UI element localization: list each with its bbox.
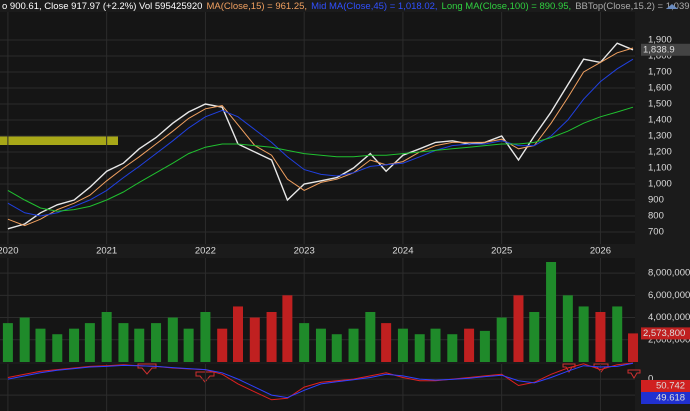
value-tag-label: 49.618 [656,393,685,404]
y-tick-label: 1,500 [648,99,672,110]
volume-bar [315,328,326,362]
volume-bar [447,334,458,362]
y-tick-label: 1,200 [648,147,672,158]
volume-bar [52,334,63,362]
value-tag [641,392,690,404]
volume-bar [151,323,162,362]
indicator-panel [0,364,635,411]
volume-bar [529,312,540,362]
volume-bar [217,328,228,362]
series-line [7,42,634,230]
scroll-arrow[interactable] [666,4,678,9]
volume-bar [84,323,95,362]
y-tick-label: 8,000,000 [648,268,690,279]
volume-bar [19,317,30,362]
x-tick-label: 2022 [195,246,216,257]
volume-bar [200,312,211,362]
value-tag [641,380,690,392]
series-line [7,58,634,217]
volume-bar [167,317,178,362]
volume-bar [183,328,194,362]
header-item: Mid MA(Close,45) = 1,018.02, [311,1,437,12]
x-tick-label: 2021 [96,246,117,257]
volume-bar [101,312,112,362]
y-tick-label: 1,000 [648,179,672,190]
volume-bar [118,323,129,362]
y-tick-label: 1,300 [648,131,672,142]
price-tag [641,327,690,340]
x-tick-label: 2025 [491,246,512,257]
price-tag [641,43,690,56]
volume-bar [562,295,573,362]
y-tick-label: 1,600 [648,83,672,94]
y-tick-label: 4,000,000 [648,312,690,323]
series-line [7,106,634,212]
volume-bar [266,312,277,362]
series-line [7,362,634,399]
volume-bar [134,328,145,362]
volume-bar [546,262,557,362]
volume-bar [578,306,589,362]
header: o 900.61, Close 917.97 (+2.2%) Vol 59542… [2,1,690,12]
value-tag-label: 50.742 [656,381,685,392]
y-tick-label: 1,100 [648,163,672,174]
header-item: BBTop(Close,15.2) = 1,039.04 [575,1,690,12]
volume-bar [233,306,244,362]
price-panel [0,12,635,244]
volume-bar [595,312,606,362]
volume-bar [299,323,310,362]
volume-bar [348,328,359,362]
volume-bar [612,306,623,362]
volume-profile [0,136,118,145]
y-tick-label: 6,000,000 [648,290,690,301]
y-tick-label: 1,900 [648,35,672,46]
volume-bar [464,328,475,362]
volume-bar [397,328,408,362]
y-tick-label: 900 [648,195,664,206]
volume-bar [414,334,425,362]
header-item: o 900.61, Close 917.97 (+2.2%) Vol 59542… [2,1,202,12]
y-tick-label: 800 [648,211,664,222]
volume-bar [381,323,392,362]
y-tick-label: 0 [648,374,653,385]
volume-bar [331,334,342,362]
header-item: MA(Close,15) = 961.25, [206,1,307,12]
volume-bar [628,333,639,362]
volume-bar [69,328,80,362]
y-tick-label: 1,700 [648,67,672,78]
y-tick-label: 1,800 [648,51,672,62]
volume-bar [2,323,13,362]
price-tag-label: 2,573,800 [643,328,685,339]
x-tick-label: 2023 [294,246,315,257]
x-tick-label: 2026 [590,246,611,257]
volume-bar [430,328,441,362]
volume-bar [35,328,46,362]
volume-bar [496,317,507,362]
x-tick-label: 2024 [392,246,413,257]
y-tick-label: 1,400 [648,115,672,126]
series-line [7,362,634,401]
volume-bar [282,295,293,362]
volume-bar [249,317,260,362]
volume-bar [479,330,490,362]
series-line [7,47,634,227]
volume-bar [513,295,524,362]
header-item: Long MA(Close,100) = 890.95, [442,1,572,12]
y-tick-label: 2,000,000 [648,334,690,345]
price-tag-label: 1,838.9 [643,44,675,55]
y-tick-label: 700 [648,227,664,238]
volume-bar [365,312,376,362]
